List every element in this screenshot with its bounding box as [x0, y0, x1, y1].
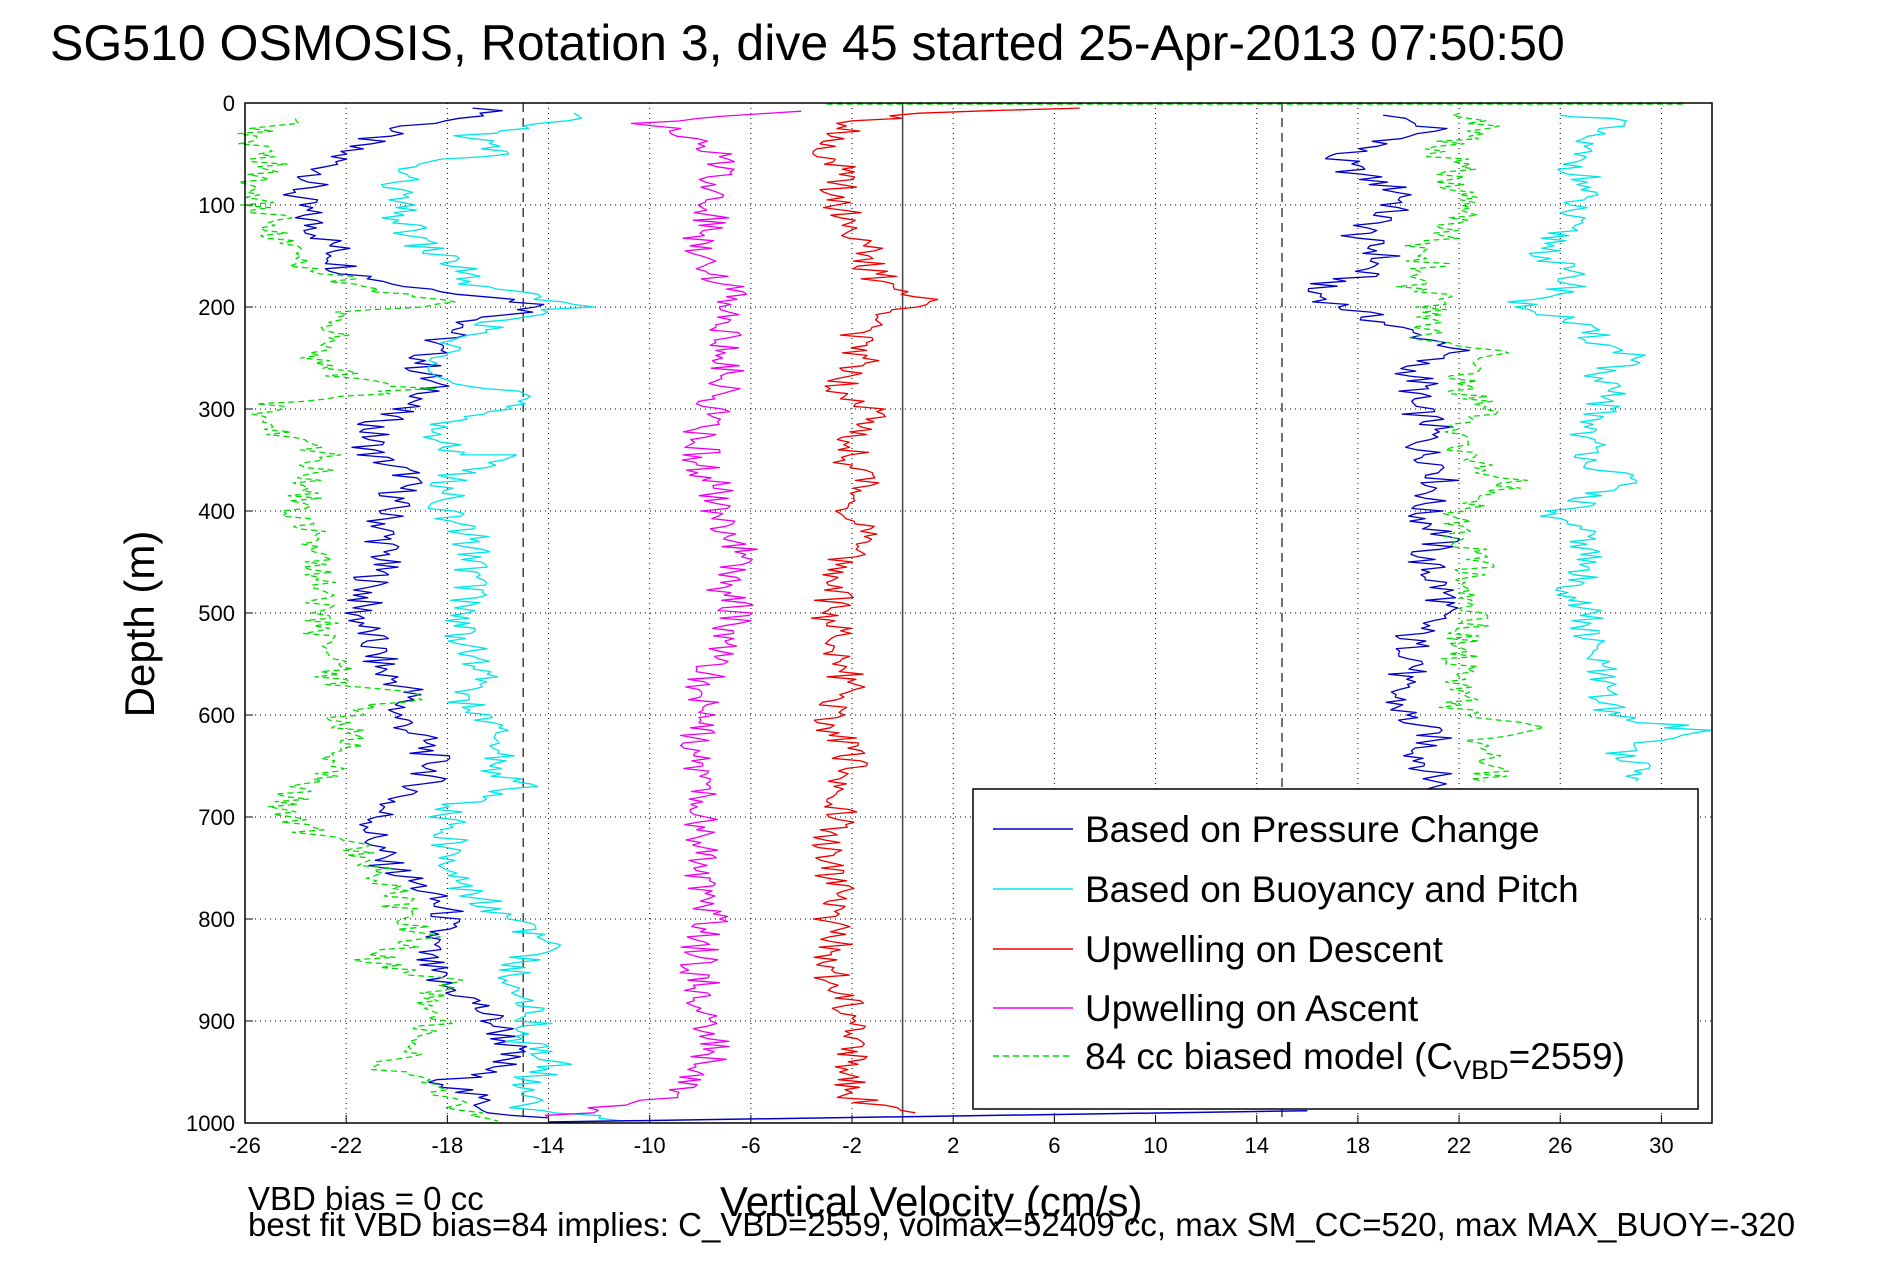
- legend-label-ascent: Upwelling on Ascent: [1085, 988, 1419, 1029]
- legend-label-model: 84 cc biased model (CVBD=2559): [1085, 1036, 1625, 1085]
- y-tick-label: 100: [198, 193, 235, 218]
- y-tick-label: 700: [198, 805, 235, 830]
- x-tick-label: 18: [1346, 1133, 1370, 1158]
- x-tick-label: -6: [741, 1133, 761, 1158]
- y-tick-label: 400: [198, 499, 235, 524]
- x-tick-label: -2: [842, 1133, 862, 1158]
- y-tick-label: 900: [198, 1009, 235, 1034]
- y-tick-label: 300: [198, 397, 235, 422]
- legend-box: [972, 788, 1699, 1110]
- y-axis-label: Depth (m): [116, 530, 163, 718]
- footer-bias-line: VBD bias = 0 cc: [248, 1180, 484, 1217]
- x-tick-label: -10: [634, 1133, 666, 1158]
- bottom-trace: [548, 1110, 1308, 1123]
- y-tick-label: 800: [198, 907, 235, 932]
- x-tick-label: 2: [947, 1133, 959, 1158]
- series-line-model: [1396, 112, 1545, 782]
- x-tick-label: -26: [229, 1133, 261, 1158]
- axes-frame: [244, 102, 1713, 1124]
- series-line-buoyancy: [1507, 114, 1712, 782]
- x-tick-label: 10: [1143, 1133, 1167, 1158]
- series-line-ascent: [544, 110, 802, 1119]
- footer-fit-line: best fit VBD bias=84 implies: C_VBD=2559…: [248, 1206, 1796, 1243]
- x-tick-label: -22: [330, 1133, 362, 1158]
- series-line-buoyancy: [380, 112, 625, 1122]
- x-axis-label: Vertical Velocity (cm/s): [720, 1178, 1143, 1225]
- x-tick-label: -14: [533, 1133, 565, 1158]
- y-tick-label: 600: [198, 703, 235, 728]
- series-line-pressure: [282, 107, 549, 1119]
- y-tick-label: 0: [223, 91, 235, 116]
- chart-title: SG510 OSMOSIS, Rotation 3, dive 45 start…: [50, 15, 1565, 71]
- x-tick-label: 14: [1244, 1133, 1268, 1158]
- series-line-descent: [810, 107, 1080, 1114]
- series-line-pressure: [1307, 114, 1471, 807]
- series-line-model: [237, 118, 499, 1122]
- y-tick-label: 1000: [186, 1111, 235, 1136]
- x-tick-label: 22: [1447, 1133, 1471, 1158]
- legend-label-pressure: Based on Pressure Change: [1085, 809, 1540, 850]
- y-tick-label: 200: [198, 295, 235, 320]
- y-tick-label: 500: [198, 601, 235, 626]
- legend-label-buoyancy: Based on Buoyancy and Pitch: [1085, 869, 1579, 910]
- legend-label-descent: Upwelling on Descent: [1085, 929, 1444, 970]
- x-tick-label: 30: [1649, 1133, 1673, 1158]
- x-tick-label: -18: [431, 1133, 463, 1158]
- x-tick-label: 6: [1048, 1133, 1060, 1158]
- x-tick-label: 26: [1548, 1133, 1572, 1158]
